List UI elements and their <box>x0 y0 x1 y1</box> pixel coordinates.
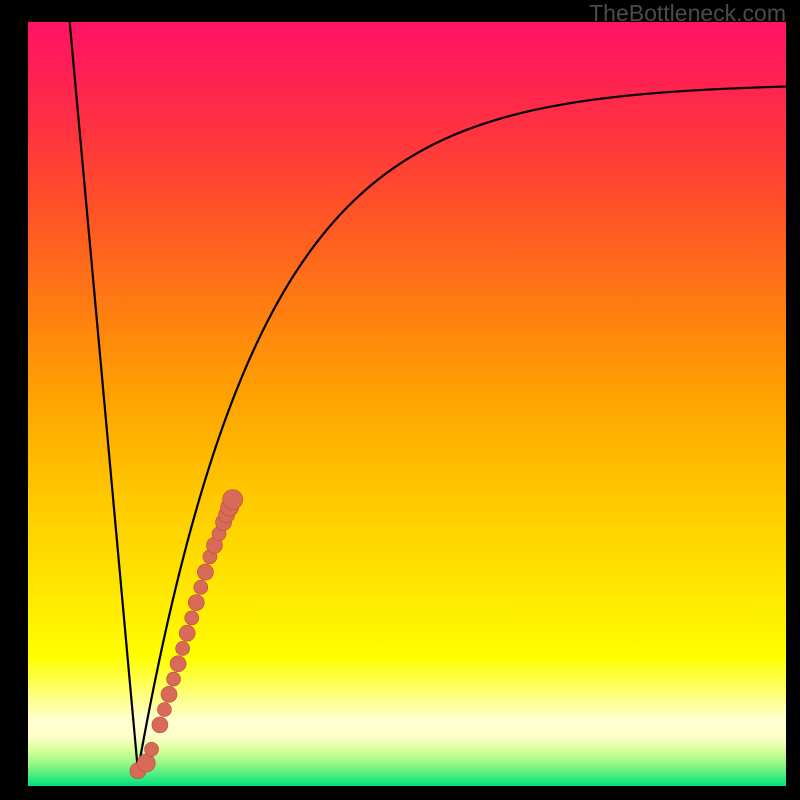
marker-dot <box>185 611 199 625</box>
marker-dot <box>194 580 208 594</box>
marker-dot <box>137 754 155 772</box>
chart-svg <box>0 0 800 800</box>
marker-dot <box>197 564 213 580</box>
chart-stage: TheBottleneck.com <box>0 0 800 800</box>
marker-dot <box>161 686 177 702</box>
marker-dot <box>157 703 171 717</box>
marker-dot <box>170 656 186 672</box>
plot-background <box>28 22 786 786</box>
marker-dot <box>176 641 190 655</box>
marker-dot <box>152 717 168 733</box>
marker-dot <box>223 490 243 510</box>
watermark-text: TheBottleneck.com <box>589 0 786 27</box>
marker-dot <box>179 625 195 641</box>
marker-dot <box>167 672 181 686</box>
marker-dot <box>145 742 159 756</box>
marker-dot <box>188 595 204 611</box>
